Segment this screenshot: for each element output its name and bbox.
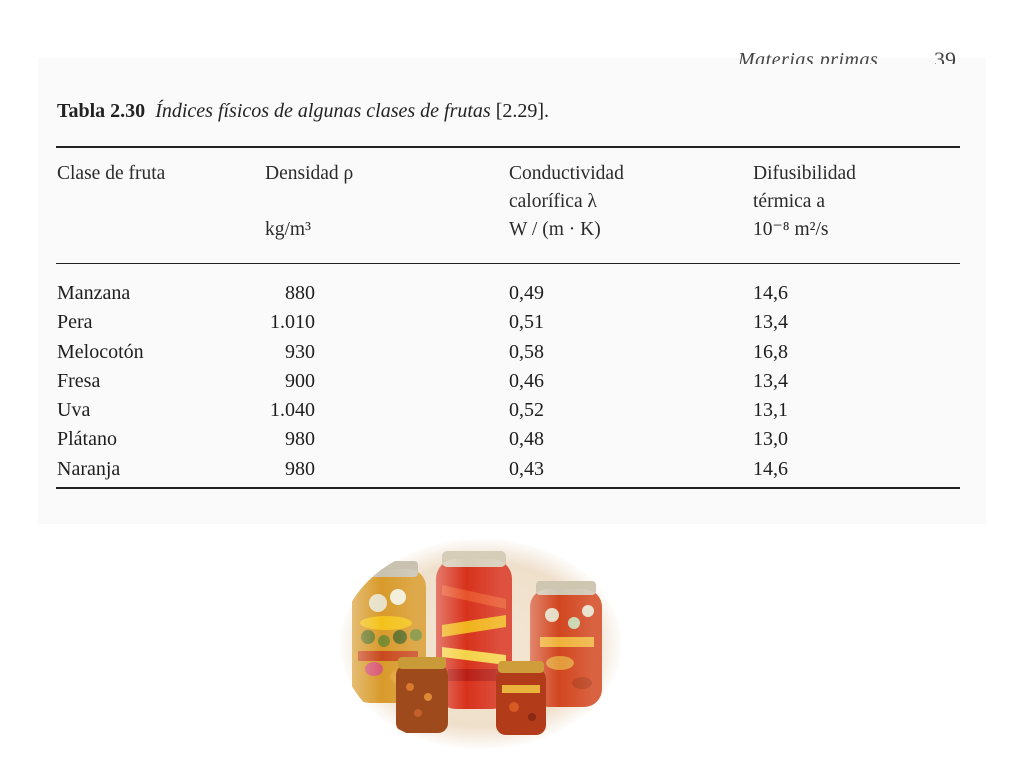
fruit-cell: Plátano xyxy=(57,428,117,451)
small-right-jar xyxy=(496,661,546,735)
density-cell: 930 xyxy=(285,340,315,363)
conductivity-cell: 0,58 xyxy=(509,340,544,363)
right-jar xyxy=(530,581,602,707)
conductivity-cell: 0,49 xyxy=(509,282,544,304)
caption-title: Índices físicos de algunas clases de fru… xyxy=(155,100,491,122)
small-left-jar xyxy=(396,657,448,733)
running-head: Materias primas xyxy=(738,49,879,64)
header-line: 10⁻⁸ m²/s xyxy=(753,219,829,240)
header-line: Conductividad xyxy=(509,163,624,184)
page-number: 39 xyxy=(934,47,956,64)
diffusivity-cell: 13,1 xyxy=(753,399,788,422)
fruit-cell: Naranja xyxy=(57,457,121,480)
header-line: calorífica λ xyxy=(509,191,597,212)
density-cell: 1.010 xyxy=(270,311,315,334)
header-line xyxy=(265,188,353,216)
fruit-cell: Manzana xyxy=(57,282,131,304)
table-body: Manzana 880 0,49 14,6 Pera 1.010 0,51 13… xyxy=(0,279,1024,484)
header-conductivity: Conductividad calorífica λ W / (m · K) xyxy=(509,160,624,244)
conductivity-cell: 0,51 xyxy=(509,311,544,334)
table-row: Plátano 980 0,48 13,0 xyxy=(0,425,1024,454)
table-top-rule xyxy=(56,146,960,148)
caption-reference: [2.29]. xyxy=(495,100,550,122)
table-caption: Tabla 2.30 Índices físicos de algunas cl… xyxy=(57,100,549,123)
table-row: Pera 1.010 0,51 13,4 xyxy=(0,308,1024,337)
diffusivity-cell: 14,6 xyxy=(753,282,788,304)
conductivity-cell: 0,52 xyxy=(509,399,544,422)
table-bottom-rule xyxy=(56,487,960,489)
table-row: Uva 1.040 0,52 13,1 xyxy=(0,396,1024,425)
fruit-cell: Pera xyxy=(57,311,93,334)
header-line: Difusibilidad xyxy=(753,163,856,184)
table-row: Melocotón 930 0,58 16,8 xyxy=(0,338,1024,367)
table-row: Manzana 880 0,49 14,6 xyxy=(0,279,1024,308)
header-diffusivity: Difusibilidad térmica a 10⁻⁸ m²/s xyxy=(753,160,856,244)
header-line: W / (m · K) xyxy=(509,219,601,240)
density-cell: 880 xyxy=(285,282,315,304)
conductivity-cell: 0,46 xyxy=(509,369,544,392)
center-jar xyxy=(436,551,512,709)
density-cell: 1.040 xyxy=(270,399,315,422)
conductivity-cell: 0,48 xyxy=(509,428,544,451)
header-fruit-class: Clase de fruta xyxy=(57,160,165,188)
header-line: Densidad ρ xyxy=(265,163,354,184)
header-line: térmica a xyxy=(753,191,825,212)
density-cell: 980 xyxy=(285,457,315,480)
fruit-cell: Uva xyxy=(57,399,91,422)
scanned-page xyxy=(38,58,986,524)
header-density: Densidad ρ kg/m³ xyxy=(265,160,353,244)
table-header-rule xyxy=(56,263,960,264)
diffusivity-cell: 13,0 xyxy=(753,428,788,451)
header-line: kg/m³ xyxy=(265,219,311,240)
caption-number: Tabla 2.30 xyxy=(57,100,146,122)
density-cell: 900 xyxy=(285,369,315,392)
fruit-cell: Melocotón xyxy=(57,340,144,363)
diffusivity-cell: 13,4 xyxy=(753,311,788,334)
header-line: Clase de fruta xyxy=(57,163,166,184)
diffusivity-cell: 16,8 xyxy=(753,340,788,363)
preserve-jars-photo xyxy=(340,539,622,749)
density-cell: 980 xyxy=(285,428,315,451)
conductivity-cell: 0,43 xyxy=(509,457,544,480)
diffusivity-cell: 14,6 xyxy=(753,457,788,480)
table-row: Fresa 900 0,46 13,4 xyxy=(0,367,1024,396)
fruit-cell: Fresa xyxy=(57,369,101,392)
diffusivity-cell: 13,4 xyxy=(753,369,788,392)
table-row: Naranja 980 0,43 14,6 xyxy=(0,455,1024,484)
